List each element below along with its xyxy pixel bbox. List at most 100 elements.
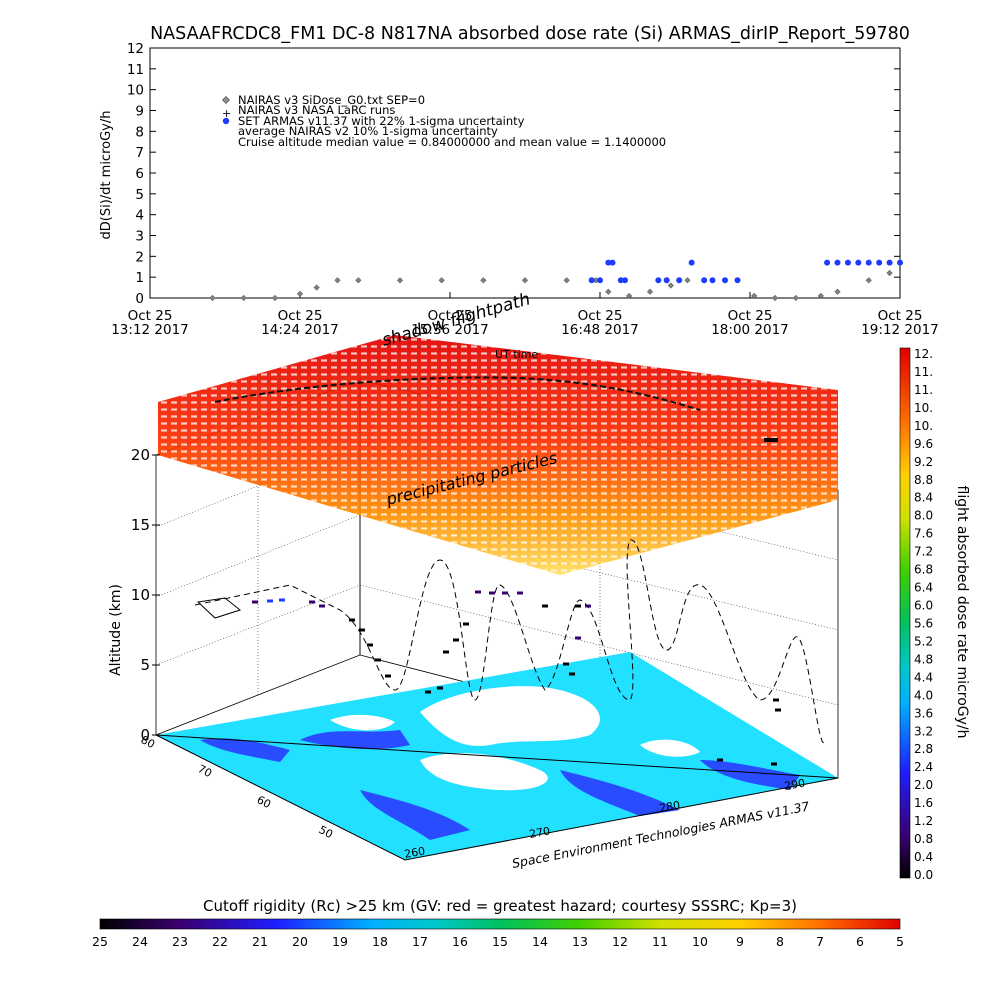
data-point-nairas <box>563 277 570 284</box>
dose-colorbar-tick-label: 11. <box>914 365 933 379</box>
data-point-nairas <box>271 294 279 302</box>
dose-colorbar-tick-label: 6.4 <box>914 581 933 595</box>
y-tick-label: 0 <box>135 291 144 307</box>
dose-colorbar: 12. 11. 11. 10. 10. 9.6 9.2 8.8 8.4 8.0 7.6 7.2 6.8 6… <box>899 347 970 882</box>
y-tick-label: 8 <box>135 124 144 140</box>
data-point-armas <box>655 277 662 284</box>
longitude-axis-ticks: 260 270 280 290 <box>403 777 806 861</box>
y-tick-label: 9 <box>135 104 144 120</box>
rigidity-colorbar-tick-label: 19 <box>332 934 348 949</box>
x-tick-label: Oct 25 <box>878 308 923 324</box>
x-tick-label: 13:12 2017 <box>111 322 189 338</box>
dose-colorbar-tick-label: 2.0 <box>914 778 933 792</box>
x-tick-label: 18:00 2017 <box>711 322 789 338</box>
dose-colorbar-tick-label: 6.8 <box>914 563 933 577</box>
dose-colorbar-tick-label: 5.6 <box>914 616 933 630</box>
dose-colorbar-tick-label: 8.8 <box>914 473 933 487</box>
y-tick-label: 5 <box>135 187 144 203</box>
data-point-armas <box>622 277 628 284</box>
y-tick-label: 4 <box>135 208 144 224</box>
data-point-armas <box>605 259 612 266</box>
rigidity-colorbar-tick-label: 20 <box>292 934 308 949</box>
data-point-armas <box>844 259 851 266</box>
y-tick-label: 6 <box>135 166 144 182</box>
rigidity-colorbar-tick-label: 14 <box>532 934 548 949</box>
rigidity-colorbar-tick-label: 17 <box>412 934 428 949</box>
x-tick-label: Oct 25 <box>428 308 473 324</box>
data-point-armas <box>709 277 716 284</box>
latitude-tick-label: 60 <box>255 793 273 811</box>
dose-colorbar-tick-label: 4.8 <box>914 652 933 666</box>
data-point-nairas <box>792 294 799 302</box>
data-point-armas <box>701 277 708 284</box>
trace-point <box>475 590 481 594</box>
trace-point <box>425 690 431 694</box>
dose-colorbar-tick-label: 6.0 <box>914 599 933 613</box>
x-tick-label: 15:36 2017 <box>411 322 489 338</box>
y-axis-label: dD(Si)/dt microGy/h <box>99 111 114 240</box>
data-point-nairas <box>684 277 691 284</box>
data-point-nairas <box>313 284 320 291</box>
blue-dot-marker-icon <box>222 117 230 125</box>
trace-point <box>267 599 273 603</box>
x-tick-label: Oct 25 <box>728 308 773 324</box>
y-tick-label: 1 <box>135 270 144 286</box>
dose-colorbar-tick-label: 1.6 <box>914 796 933 810</box>
legend-entry-larc: + NAIRAS v3 NASA LaRC runs <box>222 103 395 120</box>
rigidity-colorbar-tick-label: 6 <box>856 934 864 949</box>
longitude-tick-label: 260 <box>403 845 426 861</box>
legend-text: NAIRAS v3 NASA LaRC runs <box>238 103 395 117</box>
dose-colorbar-tick-label: 9.2 <box>914 455 933 469</box>
trace-point <box>319 604 325 608</box>
dose-colorbar-tick-label: 7.2 <box>914 545 933 559</box>
sheet-marker <box>764 438 778 442</box>
altitude-axis-label: Altitude (km) <box>108 584 124 676</box>
dose-colorbar-tick-label: 1.2 <box>914 814 933 828</box>
flight-3d-view: shadow flightpath UT time precipitating … <box>108 289 839 871</box>
data-point-nairas <box>521 277 529 284</box>
x-tick-label: 14:24 2017 <box>261 322 339 338</box>
data-point-armas <box>663 277 670 284</box>
region-outline <box>196 597 242 619</box>
dose-colorbar-tick-label: 0.4 <box>914 850 933 864</box>
land-mass <box>330 714 395 731</box>
rigidity-colorbar-tick-label: 23 <box>172 934 188 949</box>
altitude-tick-label: 20 <box>131 446 150 464</box>
trace-point <box>359 628 365 632</box>
trace-point <box>279 598 285 602</box>
data-point-armas <box>609 259 616 266</box>
data-point-armas <box>676 277 683 284</box>
x-tick-label: 19:12 2017 <box>861 322 939 338</box>
y-tick-label: 7 <box>135 145 144 161</box>
ut-time-label: UT time <box>495 348 538 361</box>
rigidity-colorbar-tick-label: 8 <box>776 934 784 949</box>
trace-point <box>349 618 355 622</box>
trace-point <box>517 591 523 595</box>
data-point-nairas <box>296 290 304 297</box>
rigidity-colorbar-tick-label: 5 <box>896 934 904 949</box>
trace-point <box>773 698 779 702</box>
y-tick-label: 10 <box>127 83 144 99</box>
dose-colorbar-tick-label: 7.6 <box>914 527 933 541</box>
trace-point <box>585 604 591 608</box>
altitude-tick-label: 10 <box>131 586 150 604</box>
rigidity-colorbar-tick-label: 15 <box>492 934 508 949</box>
diamond-marker-icon <box>222 96 230 104</box>
data-point-nairas <box>865 277 872 284</box>
latitude-tick-label: 80 <box>139 733 157 751</box>
data-point-nairas <box>209 294 216 302</box>
flight-trace <box>194 539 826 766</box>
data-point-armas <box>688 259 695 266</box>
altitude-axis-ticks: 0 5 10 15 20 <box>131 446 160 744</box>
legend-text: SET ARMAS v11.37 with 22% 1-sigma uncert… <box>238 114 525 128</box>
shadow-flightpath-label: shadow flightpath <box>380 289 533 350</box>
dose-colorbar-tick-label: 5.2 <box>914 634 933 648</box>
dose-sheet <box>158 335 838 575</box>
dose-colorbar-tick-label: 2.8 <box>914 742 933 756</box>
dose-colorbar-tick-label: 4.4 <box>914 670 933 684</box>
trace-point <box>575 636 581 640</box>
